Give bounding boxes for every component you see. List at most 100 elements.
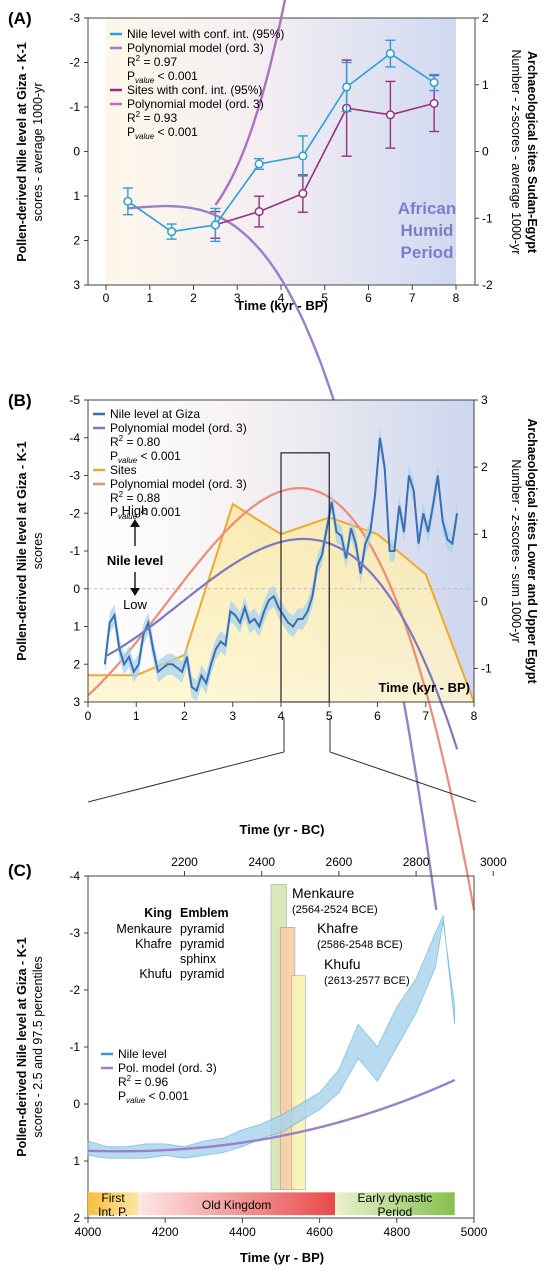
c-table-emblem-2: sphinx	[180, 952, 217, 966]
c-period-label-2-0: Early dynastic	[358, 1191, 433, 1205]
a-xtick-label-3: 3	[234, 291, 241, 305]
a-xtick-label-1: 1	[146, 291, 153, 305]
a-ytick-left-label-1: 2	[73, 234, 80, 248]
panel-b-ylabel-right: Archaeological sites Lower and Upper Egy…	[525, 418, 539, 684]
panel-b: 0 1 2 3 4 5 6 7 8 3 2 1 0 -1 -2 -3 -4 -5 -1 0 1 2 3 (B) Time (…	[8, 391, 539, 911]
b-xtick-label-5: 5	[326, 709, 333, 723]
a-ytick-right-label-0: -2	[482, 278, 493, 292]
c-period-band-1	[138, 1192, 336, 1216]
c-period-band-0	[88, 1192, 139, 1216]
a-poly-sites-line	[214, 0, 287, 206]
b-ytick-right-label-4: 3	[481, 393, 488, 407]
c-xtick-top-label-4: 3000	[480, 855, 507, 869]
c-table-emblem-0: pyramid	[180, 922, 225, 936]
panel-b-ylabel-left-sub: scores	[31, 533, 45, 570]
b-xtick-label-7: 7	[422, 709, 429, 723]
legend-entry-2: R2 = 0.80	[110, 434, 160, 449]
b-xtick-label-2: 2	[181, 709, 188, 723]
c-xtick-label-3: 4600	[306, 1225, 333, 1239]
a-xtick-label-5: 5	[321, 291, 328, 305]
panel-c-xlabel-top: Time (yr - BC)	[240, 822, 325, 837]
a-ytick-left-label-5: -2	[69, 56, 80, 70]
high-label: High	[122, 503, 149, 518]
a-nile-point-1	[167, 227, 177, 237]
b-ytick-left-label-7: -4	[69, 431, 80, 445]
a-ytick-left-label-0: 3	[73, 278, 80, 292]
a-sites-point-4	[385, 110, 395, 120]
panel-b-legend: Nile level at Giza Polynomial model (ord.…	[93, 407, 247, 521]
a-xtick-label-4: 4	[278, 291, 285, 305]
panel-a-ylabel-left-sub: scores - average 1000-yr	[31, 83, 45, 222]
c-table-header-king: King	[144, 906, 172, 920]
c-table-header-emblem: Emblem	[180, 906, 229, 920]
b-ytick-right-label-3: 2	[481, 460, 488, 474]
c-xtick-label-4: 4800	[383, 1225, 410, 1239]
zoom-connectors	[87, 718, 477, 803]
c-king-dates-1: (2586-2548 BCE)	[317, 939, 403, 951]
a-sites-point-2	[298, 189, 308, 199]
c-nile-conf-band	[87, 914, 456, 1159]
c-poly-nile-line	[87, 1078, 456, 1153]
panel-c-label: (C)	[8, 861, 32, 880]
panel-c-xlabel: Time (yr - BP)	[240, 1250, 324, 1265]
low-label: Low	[123, 597, 147, 612]
legend-entry-6: R2 = 0.93	[127, 110, 177, 125]
legend-entry-5: Polynomial model (ord. 3)	[127, 97, 264, 111]
legend-entry-5: Polynomial model (ord. 3)	[110, 477, 247, 491]
a-xtick-label-7: 7	[409, 291, 416, 305]
b-ytick-left-label-0: 3	[73, 695, 80, 709]
a-ytick-right-label-3: 1	[482, 78, 489, 92]
b-xtick-label-4: 4	[278, 709, 285, 723]
b-xtick-label-0: 0	[85, 709, 92, 723]
a-xtick-label-0: 0	[103, 291, 110, 305]
c-period-label-2-1: Period	[378, 1205, 413, 1219]
legend-entry-2: R2 = 0.97	[127, 54, 177, 69]
panel-a-legend: Nile level with conf. int. (95%)Polynomi…	[110, 27, 284, 141]
a-xtick-label-8: 8	[453, 291, 460, 305]
c-xtick-top-label-1: 2400	[248, 855, 275, 869]
panel-a-ylabel-right-sub: Number - z-scores - average 1000-yr	[509, 50, 523, 255]
b-ytick-right-label-2: 1	[481, 527, 488, 541]
a-nile-point-0	[123, 196, 133, 206]
b-ytick-left-label-5: -2	[69, 506, 80, 520]
humid-line-3: Period	[401, 243, 454, 262]
legend-entry-2: R2 = 0.96	[118, 1074, 168, 1089]
legend-entry-0: Nile level at Giza	[110, 407, 200, 421]
panel-b-label: (B)	[8, 391, 32, 410]
c-xtick-label-0: 4000	[75, 1225, 102, 1239]
legend-entry-3: Pvalue < 0.001	[110, 449, 181, 465]
c-xtick-top-label-2: 2600	[326, 855, 353, 869]
c-king-name-1: Khafre	[317, 920, 358, 936]
panel-c-ylabel-left-sub: scores - 2.5 and 97.5 percentiles	[31, 956, 45, 1137]
c-ytick-left-label-6: -4	[69, 869, 80, 883]
c-xtick-label-1: 4200	[152, 1225, 179, 1239]
legend-entry-7: Pvalue < 0.001	[127, 125, 198, 141]
c-ytick-left-label-1: 1	[73, 1154, 80, 1168]
b-xtick-label-6: 6	[374, 709, 381, 723]
legend-entry-3: Pvalue < 0.001	[118, 1089, 189, 1105]
b-ytick-left-label-6: -3	[69, 469, 80, 483]
a-ytick-left-label-3: 0	[73, 145, 80, 159]
legend-entry-1: Pol. model (ord. 3)	[118, 1061, 217, 1075]
legend-entry-6: R2 = 0.88	[110, 490, 160, 505]
b-ytick-left-label-2: 1	[73, 620, 80, 634]
b-ytick-left-label-3: 0	[73, 582, 80, 596]
king-labels: Menkaure (2564-2524 BCE) Khafre (2586-2548 …	[292, 885, 410, 987]
c-ytick-left-label-4: -2	[69, 983, 80, 997]
panel-c-ylabel-left: Pollen-derived Nile level at Giza - K-1	[15, 937, 29, 1157]
c-xtick-top-label-0: 2200	[171, 855, 198, 869]
c-xtick-top-label-3: 2800	[403, 855, 430, 869]
legend-entry-7: Pvalue < 0.001	[110, 505, 181, 521]
c-table-emblem-3: pyramid	[180, 967, 225, 981]
a-nile-point-3	[254, 159, 264, 169]
a-ytick-left-label-2: 1	[73, 189, 80, 203]
a-ytick-right-label-4: 2	[482, 11, 489, 25]
a-ytick-left-label-4: -1	[69, 100, 80, 114]
c-table-king-0: Menkaure	[116, 922, 172, 936]
nile-level-label: Nile level	[107, 553, 163, 568]
panel-a-xlabel: Time (kyr - BP)	[236, 298, 328, 313]
c-period-label-0-0: First	[101, 1191, 125, 1205]
c-king-name-0: Menkaure	[292, 885, 354, 901]
